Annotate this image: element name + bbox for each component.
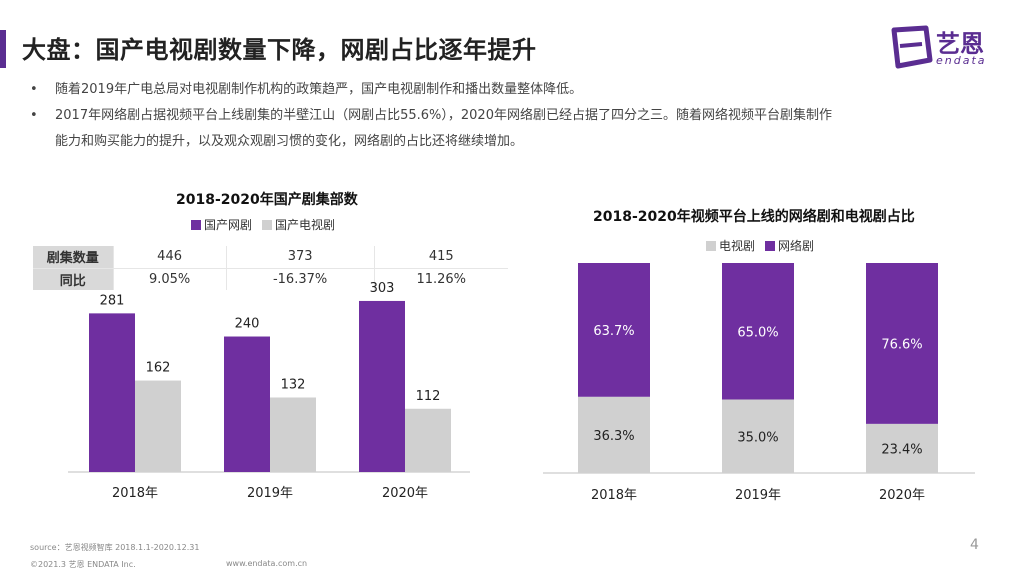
logo-subtext: endata [936,54,987,67]
x-tick-label: 2019年 [735,488,781,503]
table-row: 剧集数量 446 373 415 [33,246,508,269]
legend-swatch-purple [765,240,776,251]
bullet-item: • 2017年网络剧占据视频平台上线剧集的半壁江山（网剧占比55.6%），202… [30,103,990,129]
footer-url: www.endata.com.cn [226,559,308,568]
bar-tv-drama [405,408,451,472]
bar-percent-label: 76.6% [881,337,922,352]
bar-value-label: 132 [281,377,306,392]
legend-swatch-gray [262,219,273,230]
stacked-bar-web-drama [578,263,650,397]
bar-value-label: 281 [100,293,125,308]
page-number: 4 [970,537,979,553]
legend-label: 电视剧 [719,239,756,253]
legend-label: 网络剧 [778,239,815,253]
left-chart-legend: 国产网剧 国产电视剧 [191,216,341,233]
stacked-bar-web-drama [722,263,794,400]
left-chart-title: 2018-2020年国产剧集部数 [176,192,358,208]
bar-percent-label: 23.4% [881,442,922,457]
legend-item: 国产网剧 [191,216,252,233]
bar-web-drama [89,313,135,472]
bar-value-label: 240 [235,317,260,332]
legend-swatch-purple [191,219,201,230]
bullet-text: 2017年网络剧占据视频平台上线剧集的半壁江山（网剧占比55.6%），2020年… [55,108,832,123]
table-cell: 373 [225,246,375,269]
footer-source: source：艺恩视频智库 2018.1.1-2020.12.31 [30,543,200,552]
endata-logo-icon [891,25,933,69]
table-cell: 11.26% [373,268,508,291]
logo-text: 艺恩 [936,30,984,58]
legend-item: 网络剧 [765,237,814,254]
stacked-bar-tv-drama [866,423,938,473]
bullet-dot: • [30,108,38,123]
x-tick-label: 2018年 [112,486,158,501]
footer-copyright: ©2021.3 艺恩 ENDATA Inc. [30,560,136,569]
bar-tv-drama [135,380,181,472]
bar-value-label: 162 [146,361,171,376]
bar-value-label: 112 [416,389,441,404]
legend-item: 电视剧 [706,237,755,254]
bullet-text: 随着2019年广电总局对电视剧制作机构的政策趋严，国产电视剧制作和播出数量整体降… [55,82,583,97]
bar-value-label: 303 [370,281,395,296]
legend-label: 国产电视剧 [275,218,336,232]
table-cell: 446 [112,246,227,269]
bar-web-drama [359,300,405,472]
right-chart-legend: 电视剧 网络剧 [706,237,820,254]
table-row: 同比 9.05% -16.37% 11.26% [33,268,508,291]
x-tick-label: 2020年 [879,488,925,503]
bullet-item: • 随着2019年广电总局对电视剧制作机构的政策趋严，国产电视剧制作和播出数量整… [30,77,990,103]
table-row-label: 同比 [33,268,113,291]
x-tick-label: 2019年 [247,486,293,501]
x-tick-label: 2020年 [382,486,428,501]
bar-tv-drama [270,397,316,472]
bullet-item-continuation: 能力和购买能力的提升，以及观众观剧习惯的变化，网络剧的占比还将继续增加。 [30,129,990,155]
legend-swatch-gray [706,240,716,251]
bullet-dot: • [30,82,38,97]
stacked-bar-tv-drama [578,396,650,473]
bullet-list: • 随着2019年广电总局对电视剧制作机构的政策趋严，国产电视剧制作和播出数量整… [30,77,990,155]
stacked-bar-tv-drama [722,399,794,473]
bar-percent-label: 65.0% [737,325,778,340]
bar-percent-label: 63.7% [593,324,634,339]
bar-percent-label: 35.0% [737,430,778,445]
table-row-label: 剧集数量 [33,246,113,269]
title-accent-bar [0,30,6,68]
legend-item: 国产电视剧 [262,216,335,233]
table-cell: -16.37% [225,268,375,291]
right-chart-title: 2018-2020年视频平台上线的网络剧和电视剧占比 [593,209,915,225]
stats-table: 剧集数量 446 373 415 同比 9.05% -16.37% 11.26% [33,246,508,291]
x-tick-label: 2018年 [591,488,637,503]
legend-label: 国产网剧 [204,218,253,232]
bar-web-drama [224,336,270,472]
bullet-text: 能力和购买能力的提升，以及观众观剧习惯的变化，网络剧的占比还将继续增加。 [55,134,524,149]
table-cell: 9.05% [112,268,227,291]
table-cell: 415 [373,246,508,269]
stacked-bar-web-drama [866,263,938,424]
bar-percent-label: 36.3% [593,429,634,444]
page-title: 大盘：国产电视剧数量下降，网剧占比逐年提升 [22,36,537,64]
